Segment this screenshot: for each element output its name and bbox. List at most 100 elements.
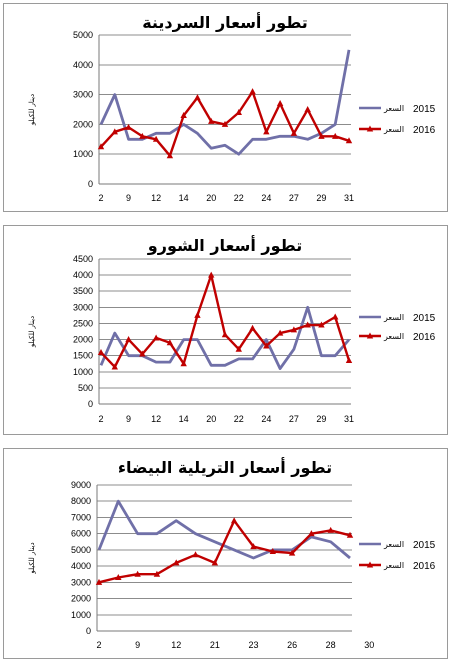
data-point <box>235 345 242 352</box>
data-point <box>235 108 242 115</box>
legend-label: السعر <box>383 332 404 341</box>
x-tick-label: 2 <box>98 414 103 424</box>
data-point <box>173 559 180 566</box>
x-tick-label: 31 <box>344 414 354 424</box>
data-point <box>139 132 146 139</box>
x-tick-label: 29 <box>316 414 326 424</box>
data-point <box>134 570 141 577</box>
data-point <box>211 559 219 566</box>
legend-marker <box>366 561 374 568</box>
data-point <box>249 324 256 331</box>
data-point <box>125 123 132 130</box>
data-point <box>97 348 105 355</box>
data-point <box>194 311 201 318</box>
data-point <box>153 570 161 577</box>
data-point <box>263 342 270 349</box>
data-point <box>139 350 146 357</box>
chart-panel-sardine: تطور أسعار السردينة دينار للكيلو 0 1000 2000… <box>3 3 448 212</box>
x-tick-label: 2 <box>96 640 101 650</box>
data-point <box>327 526 334 533</box>
data-point <box>249 88 256 95</box>
legend-year: 2016 <box>413 125 436 136</box>
data-point <box>318 132 325 139</box>
x-tick-label: 23 <box>248 640 258 650</box>
chart-title: تطور أسعار الشورو <box>147 235 302 255</box>
y-tick-label: 0 <box>86 626 91 636</box>
data-point <box>111 363 118 370</box>
y-tick-label: 3500 <box>73 286 93 296</box>
x-tick-label: 14 <box>179 193 189 203</box>
data-point <box>288 549 296 556</box>
data-point <box>250 543 257 550</box>
y-tick-label: 4000 <box>73 60 93 70</box>
chart-title: تطور أسعار التريلية البيضاء <box>118 457 332 477</box>
x-tick-label: 20 <box>206 414 216 424</box>
x-tick-label: 12 <box>171 640 181 650</box>
data-point <box>290 129 298 136</box>
legend-marker <box>366 125 374 132</box>
x-tick-label: 20 <box>206 193 216 203</box>
data-point <box>345 357 353 363</box>
data-point <box>332 313 339 320</box>
y-tick-label: 4000 <box>71 561 91 571</box>
data-point <box>221 120 229 127</box>
x-tick-label: 9 <box>126 193 131 203</box>
y-tick-label: 2500 <box>73 318 93 328</box>
data-point <box>263 128 270 135</box>
y-tick-label: 8000 <box>71 496 91 506</box>
data-point <box>304 321 311 328</box>
x-tick-label: 30 <box>364 640 374 650</box>
y-tick-label: 1000 <box>71 610 91 620</box>
data-point <box>308 530 315 537</box>
data-point <box>318 321 325 328</box>
y-tick-label: 7000 <box>71 512 91 522</box>
legend-label: السعر <box>383 540 404 549</box>
data-point <box>290 326 298 333</box>
x-tick-label: 27 <box>289 414 299 424</box>
x-tick-label: 22 <box>234 193 244 203</box>
y-tick-label: 2000 <box>71 594 91 604</box>
data-point <box>221 331 229 338</box>
x-tick-label: 24 <box>261 193 271 203</box>
y-tick-label: 0 <box>88 179 93 189</box>
data-point <box>152 334 160 341</box>
x-tick-label: 24 <box>261 414 271 424</box>
data-point <box>97 143 105 150</box>
y-tick-label: 4000 <box>73 270 93 280</box>
data-point <box>166 152 174 159</box>
legend-marker <box>366 332 374 339</box>
chart-svg: تطور أسعار الشورو دينار للكيلو 0 500 1000 150… <box>28 235 436 424</box>
legend-label: السعر <box>383 104 404 113</box>
y-tick-label: 3000 <box>73 302 93 312</box>
legend-year: 2016 <box>413 561 436 572</box>
legend-label: السعر <box>383 561 404 570</box>
x-tick-label: 27 <box>289 193 299 203</box>
data-point <box>125 336 132 343</box>
y-axis-label: دينار للكيلو <box>28 542 36 574</box>
data-point <box>345 137 353 144</box>
y-tick-label: 4500 <box>73 254 93 264</box>
y-tick-label: 3000 <box>73 90 93 100</box>
x-tick-label: 14 <box>179 414 189 424</box>
data-point <box>208 271 215 278</box>
data-point <box>304 106 311 112</box>
x-tick-label: 12 <box>151 193 161 203</box>
chart-svg: تطور أسعار التريلية البيضاء دينار للكيلو 0… <box>28 457 436 650</box>
data-point <box>180 360 187 367</box>
x-tick-label: 29 <box>316 193 326 203</box>
chart-title: تطور أسعار السردينة <box>142 12 308 32</box>
chart-svg: تطور أسعار السردينة دينار للكيلو 0 1000 2000… <box>28 12 436 203</box>
data-point <box>180 111 187 118</box>
x-tick-label: 21 <box>210 640 220 650</box>
data-point <box>332 132 339 139</box>
y-tick-label: 0 <box>88 399 93 409</box>
y-tick-label: 1000 <box>73 367 93 377</box>
data-point <box>276 329 284 336</box>
data-point <box>192 551 199 558</box>
y-tick-label: 500 <box>78 383 93 393</box>
legend-year: 2015 <box>413 313 436 324</box>
chart-panel-white-trilia: تطور أسعار التريلية البيضاء دينار للكيلو 0… <box>3 448 448 659</box>
data-point <box>111 128 118 135</box>
data-point <box>95 578 103 585</box>
y-tick-label: 3000 <box>71 577 91 587</box>
